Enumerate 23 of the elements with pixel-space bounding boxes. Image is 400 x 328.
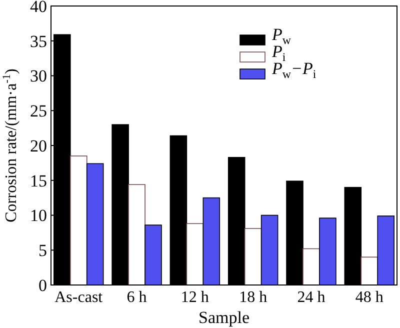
y-tick-label: 10 (30, 206, 47, 226)
x-tick-label: 18 h (239, 289, 268, 306)
bar (70, 156, 88, 286)
y-tick-label: 5 (38, 241, 47, 260)
y-tick-label: 20 (30, 136, 47, 156)
x-axis-title: Sample (198, 308, 250, 327)
x-tick-label: 12 h (180, 289, 209, 306)
y-tick-label: 35 (30, 32, 47, 51)
y-tick-label: 25 (30, 102, 47, 121)
legend-label: P$_{w}$ (271, 25, 292, 47)
y-tick-label: 30 (30, 66, 47, 86)
bar (360, 256, 378, 286)
x-tick-label: 48 h (355, 289, 384, 306)
bar (186, 223, 204, 286)
x-tick-label: 24 h (297, 289, 326, 306)
y-tick-label: 0 (38, 276, 47, 295)
x-tick-label: As-cast (54, 289, 104, 306)
bar (128, 184, 146, 286)
y-tick-label: 15 (30, 171, 47, 190)
x-tick-label: 6 h (126, 289, 147, 306)
bar (302, 248, 320, 286)
bar (244, 228, 262, 286)
y-tick-label: 40 (30, 0, 47, 16)
